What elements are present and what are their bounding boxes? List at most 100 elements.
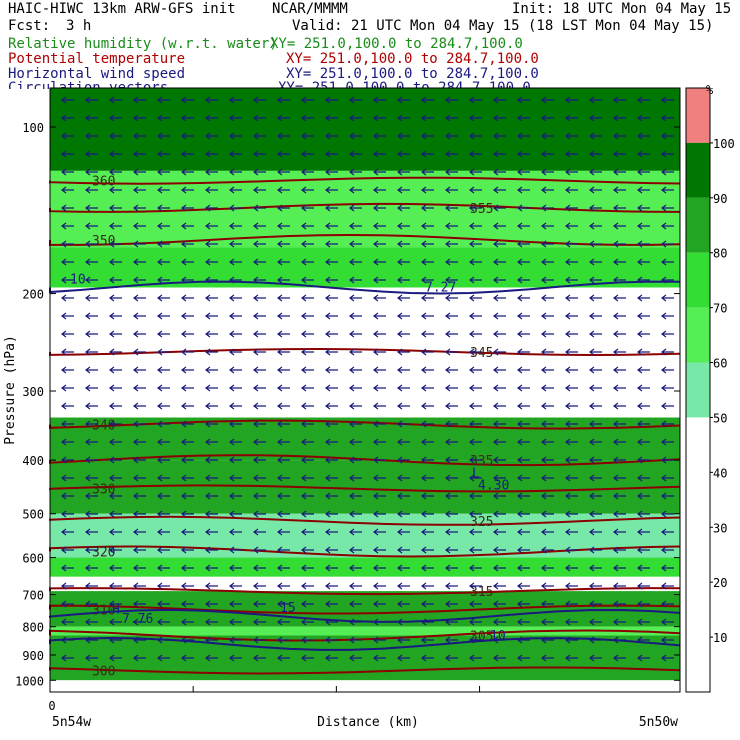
vector-arrow — [349, 456, 362, 464]
vector-arrow — [85, 492, 98, 500]
vector-arrow — [661, 132, 674, 140]
vector-arrow — [589, 474, 602, 482]
x-left-label: 5n54w — [52, 715, 91, 730]
wind-label: 15 — [280, 601, 296, 616]
vector-arrow — [565, 438, 578, 446]
vector-arrow — [445, 96, 458, 104]
vector-arrow — [445, 420, 458, 428]
colorbar-unit: % — [706, 83, 714, 97]
vector-arrow — [85, 474, 98, 482]
vector-arrow — [85, 348, 98, 356]
vector-arrow — [61, 240, 74, 248]
vector-arrow — [637, 510, 650, 518]
vector-arrow — [637, 222, 650, 230]
vector-arrow — [181, 96, 194, 104]
vector-arrow — [589, 654, 602, 662]
vector-arrow — [277, 438, 290, 446]
vector-arrow — [181, 492, 194, 500]
vector-arrow — [277, 168, 290, 176]
vector-arrow — [205, 204, 218, 212]
vector-arrow — [613, 402, 626, 410]
vector-arrow — [229, 186, 242, 194]
vector-arrow — [493, 456, 506, 464]
vector-arrow — [205, 510, 218, 518]
vector-arrow — [493, 150, 506, 158]
vector-arrow — [229, 420, 242, 428]
vector-arrow — [397, 456, 410, 464]
vector-arrow — [661, 294, 674, 302]
vector-arrow — [589, 204, 602, 212]
vector-arrow — [253, 510, 266, 518]
vector-arrow — [397, 240, 410, 248]
vector-arrow — [445, 384, 458, 392]
vector-arrow — [661, 492, 674, 500]
vector-arrow — [109, 222, 122, 230]
vector-arrow — [493, 510, 506, 518]
vector-arrow — [493, 366, 506, 374]
vector-arrow — [493, 186, 506, 194]
vector-arrow — [277, 420, 290, 428]
vector-arrow — [229, 168, 242, 176]
vector-arrow — [205, 330, 218, 338]
vector-arrow — [229, 546, 242, 554]
vector-arrow — [541, 636, 554, 644]
vector-arrow — [397, 618, 410, 626]
vector-arrow — [397, 222, 410, 230]
vector-arrow — [613, 564, 626, 572]
vector-arrow — [397, 348, 410, 356]
theta-contour — [49, 484, 681, 493]
vector-arrow — [277, 132, 290, 140]
vector-arrow — [541, 384, 554, 392]
vector-arrow — [517, 420, 530, 428]
vector-arrow — [469, 96, 482, 104]
vector-arrow — [541, 402, 554, 410]
theta-contour — [49, 202, 681, 213]
vector-arrow — [517, 528, 530, 536]
vector-arrow — [109, 420, 122, 428]
colorbar-tick-label: 100 — [713, 137, 735, 151]
vector-arrow — [565, 600, 578, 608]
vector-arrow — [181, 276, 194, 284]
vector-arrow — [61, 402, 74, 410]
vector-arrow — [373, 528, 386, 536]
vector-arrow — [157, 132, 170, 140]
vector-arrow — [517, 492, 530, 500]
vector-arrow — [109, 168, 122, 176]
vector-arrow — [541, 654, 554, 662]
vector-arrow — [445, 240, 458, 248]
vector-arrow — [133, 492, 146, 500]
vector-arrow — [469, 222, 482, 230]
vector-arrow — [61, 258, 74, 266]
vector-arrow — [85, 510, 98, 518]
y-tick-label: 800 — [22, 621, 44, 635]
vector-arrow — [301, 456, 314, 464]
vector-arrow — [157, 582, 170, 590]
vector-arrow — [589, 618, 602, 626]
legend-theta-name: Potential temperature — [8, 51, 186, 67]
vector-arrow — [61, 492, 74, 500]
vector-arrow — [325, 564, 338, 572]
vector-arrow — [565, 618, 578, 626]
vector-arrow — [469, 582, 482, 590]
vector-arrow — [637, 528, 650, 536]
vector-arrow — [541, 528, 554, 536]
vector-arrow — [85, 186, 98, 194]
vector-arrow — [445, 150, 458, 158]
vector-arrow — [325, 420, 338, 428]
vector-arrow — [421, 258, 434, 266]
vector-arrow — [661, 348, 674, 356]
vector-arrow — [445, 636, 458, 644]
vector-arrow — [541, 114, 554, 122]
vector-arrow — [421, 546, 434, 554]
vector-arrow — [469, 456, 482, 464]
colorbar-bin — [686, 307, 710, 363]
vector-arrow — [109, 384, 122, 392]
vector-arrow — [373, 456, 386, 464]
vector-arrow — [565, 420, 578, 428]
vector-arrow — [661, 186, 674, 194]
circulation-vectors — [61, 96, 674, 662]
vector-arrow — [229, 474, 242, 482]
vector-arrow — [349, 600, 362, 608]
vector-arrow — [445, 366, 458, 374]
vector-arrow — [397, 492, 410, 500]
